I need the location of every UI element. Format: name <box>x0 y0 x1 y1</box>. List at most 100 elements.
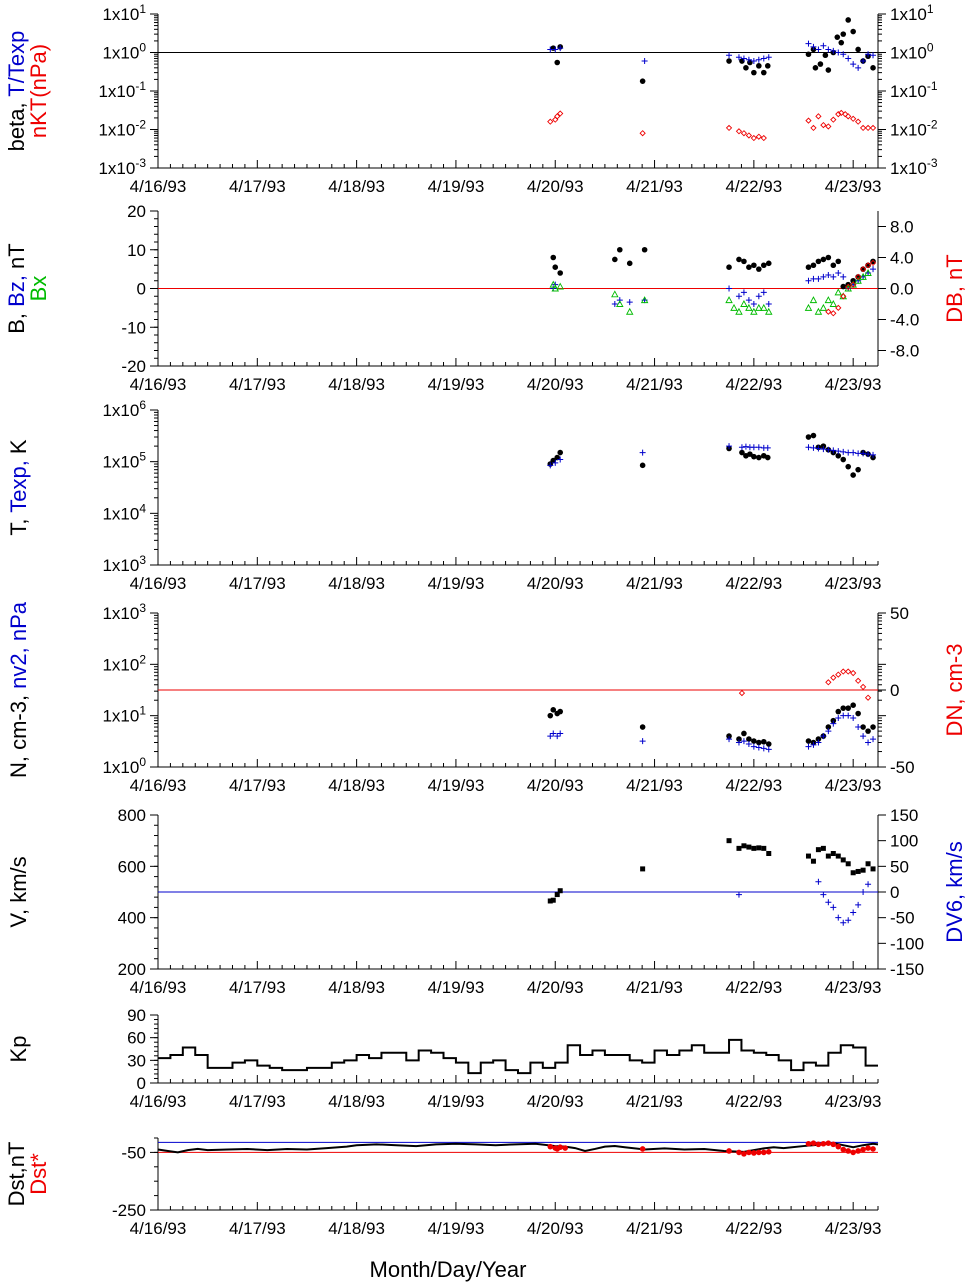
data-point <box>616 246 623 253</box>
y-axis-label: V, km/s <box>6 856 31 927</box>
y-axis-label: nKT(nPa) <box>26 44 51 138</box>
data-point <box>810 124 817 132</box>
data-point <box>860 450 867 457</box>
data-point <box>825 446 832 453</box>
data-point <box>761 845 767 851</box>
data-point <box>765 301 772 307</box>
data-point <box>840 456 847 463</box>
y2-tick-label: 4.0 <box>890 249 914 268</box>
x-tick-label: 4/19/93 <box>428 978 485 997</box>
data-point <box>864 694 872 701</box>
y-axis-label: Dst* <box>26 1153 51 1195</box>
x-tick-label: 4/22/93 <box>725 375 782 394</box>
data-point <box>855 273 862 281</box>
data-point <box>765 307 773 315</box>
data-point <box>820 1140 827 1147</box>
data-point <box>741 1151 747 1157</box>
data-point <box>750 134 757 142</box>
data-point <box>815 275 822 282</box>
y-axis-label-part: N, cm-3, <box>6 689 31 778</box>
data-point <box>825 254 832 261</box>
data-point <box>835 708 842 715</box>
data-point <box>865 728 871 734</box>
data-point <box>550 457 557 464</box>
data-point <box>855 724 862 731</box>
y-axis-label: B, Bz, nT <box>4 243 29 334</box>
data-point <box>554 59 561 66</box>
data-point <box>855 118 862 125</box>
panel-temp: 4/16/93 4/17/93 4/18/93 4/19/93 4/20/93 4/21/… <box>6 398 882 593</box>
y-axis-label: Dst,nT <box>4 1142 29 1207</box>
x-tick-label: 4/17/93 <box>229 177 286 196</box>
y2-tick-label: 50 <box>890 604 909 623</box>
data-point <box>845 283 852 291</box>
y-axis-label-part: T/Texp <box>4 31 29 97</box>
data-point <box>557 270 564 276</box>
y2-axis-label: DN, cm-3 <box>942 644 967 737</box>
data-point <box>765 54 772 61</box>
data-point <box>815 739 822 746</box>
data-point <box>755 444 762 451</box>
data-point <box>760 303 768 311</box>
data-point <box>751 1150 757 1156</box>
data-point <box>550 707 557 713</box>
data-point <box>557 1144 564 1151</box>
panel-beta: 4/16/93 4/17/93 4/18/93 4/19/93 4/20/93 4/21/… <box>4 2 938 196</box>
data-point <box>810 1140 817 1146</box>
data-point <box>865 451 872 458</box>
x-tick-label: 4/22/93 <box>725 1219 782 1238</box>
data-point <box>765 260 772 267</box>
data-point <box>815 258 822 265</box>
data-point <box>860 58 867 65</box>
data-point <box>765 1149 772 1155</box>
data-point <box>805 853 811 859</box>
panel-density: 4/16/93 4/17/93 4/18/93 4/19/93 4/20/93 4/21/… <box>6 601 967 795</box>
data-point <box>554 454 561 461</box>
x-tick-label: 4/21/93 <box>626 776 683 795</box>
data-point <box>760 55 767 62</box>
x-tick-label: 4/16/93 <box>130 1092 187 1111</box>
y-axis-label-part: Bz, <box>4 269 29 307</box>
data-point <box>639 1146 646 1152</box>
y-tick-label: 1x10-2 <box>98 118 146 140</box>
data-point <box>870 52 877 59</box>
data-point <box>616 300 624 307</box>
data-point <box>735 128 743 135</box>
data-point <box>751 453 757 460</box>
data-point <box>760 738 767 745</box>
data-point <box>641 246 648 253</box>
data-point <box>751 738 757 744</box>
data-point <box>805 40 812 47</box>
y-axis-label-part: Texp, <box>6 454 31 513</box>
y-axis-label-part: K <box>6 439 31 454</box>
y-tick-label: 0 <box>137 1074 146 1093</box>
data-point <box>745 741 752 748</box>
data-point <box>825 728 832 735</box>
data-point <box>870 266 877 273</box>
data-point <box>756 63 762 69</box>
data-point <box>830 262 837 269</box>
data-point <box>751 845 757 851</box>
series-line <box>158 1038 878 1075</box>
data-point <box>835 448 842 455</box>
data-point <box>820 891 827 898</box>
data-point <box>556 282 564 290</box>
data-point <box>739 58 745 64</box>
data-point <box>745 297 752 304</box>
data-point <box>726 264 732 270</box>
data-point <box>817 61 824 67</box>
x-tick-label: 4/22/93 <box>725 978 782 997</box>
data-point <box>820 121 827 129</box>
data-point <box>859 265 867 273</box>
data-point <box>745 56 752 63</box>
data-point <box>805 51 812 58</box>
data-point <box>835 270 842 276</box>
data-point <box>809 296 818 304</box>
data-point <box>845 1148 852 1154</box>
y2-tick-label: -4.0 <box>890 311 919 330</box>
data-point <box>557 730 564 737</box>
y-tick-label: 400 <box>118 909 146 928</box>
data-point <box>855 1148 861 1154</box>
y-axis-label: Bx <box>26 276 51 302</box>
data-point <box>550 254 557 261</box>
